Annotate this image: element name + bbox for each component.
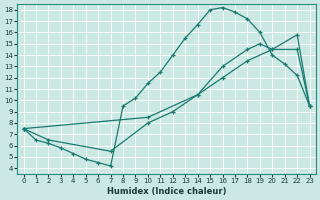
X-axis label: Humidex (Indice chaleur): Humidex (Indice chaleur) [107, 187, 226, 196]
